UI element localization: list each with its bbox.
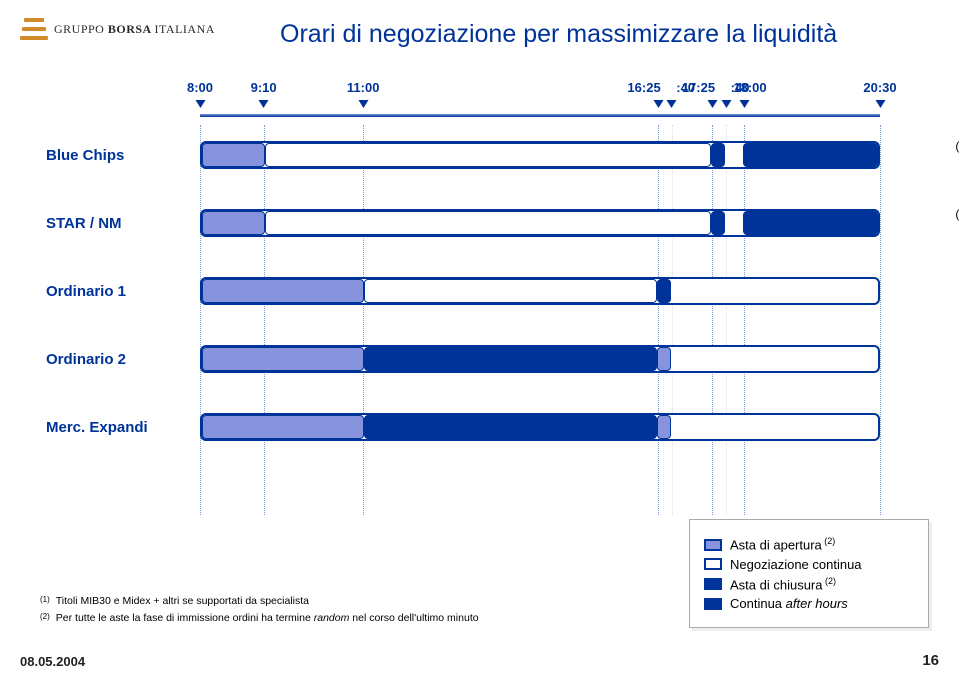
segment [364,347,657,371]
row-note: (1) [955,207,959,221]
legend-label: Negoziazione continua [730,557,862,572]
tick-label: 8:00 [187,80,213,95]
logo-text-2: BORSA [108,22,151,36]
tick-arrow-icon [358,100,368,108]
footnote-text: Titoli MIB30 e Midex + altri se supporta… [56,594,309,611]
row-label: Ordinario 1 [40,283,190,300]
tick-label: 11:00 [347,80,380,95]
chart-row: Ordinario 2 [40,339,920,379]
legend-label: Continua after hours [730,596,848,611]
tick-arrow-icon [667,100,677,108]
page-title: Orari di negoziazione per massimizzare l… [280,20,837,49]
chart-row: Blue Chips(1) [40,135,920,175]
segment [265,143,711,167]
tick-label: 18:00 [733,80,766,95]
tick-label: 9:10 [251,80,277,95]
axis-line [200,114,880,117]
row-track [200,209,880,237]
legend-swatch-icon [704,598,722,610]
segment [265,211,711,235]
legend-item: Continua after hours [704,596,914,611]
tick-label: 20:30 [863,80,896,95]
tick-label: 16:25 [627,80,660,95]
legend-swatch-icon [704,539,722,551]
legend: Asta di apertura (2) Negoziazione continu… [689,519,929,628]
rows: Blue Chips(1) STAR / NM(1) Ordinario 1 Ordi… [40,135,920,475]
tick-arrow-icon [739,100,749,108]
segment [364,279,657,303]
tick-arrow-icon [875,100,885,108]
tick-arrow-icon [259,100,269,108]
chart-row: Merc. Expandi [40,407,920,447]
footnote-number: (2) [40,611,50,628]
tick-arrow-icon [653,100,663,108]
segment [364,415,657,439]
row-track [200,413,880,441]
row-track [200,345,880,373]
footer-date: 08.05.2004 [20,654,85,669]
timeline-header: 8:009:1011:0016:25:4017:25:4018:0020:30 [200,80,880,125]
row-track [200,141,880,169]
segment [743,211,878,235]
row-label: STAR / NM [40,215,190,232]
footnote-text: Per tutte le aste la fase di immissione … [56,611,479,628]
row-label: Merc. Expandi [40,419,190,436]
footer-page: 16 [922,652,939,669]
logo-text-1: GRUPPO [54,22,104,36]
segment [657,279,671,303]
segment [202,211,265,235]
footnotes: (1) Titoli MIB30 e Midex + altri se suppo… [40,594,520,628]
row-track [200,277,880,305]
footnote-number: (1) [40,594,50,611]
segment [202,347,364,371]
legend-swatch-icon [704,578,722,590]
row-label: Ordinario 2 [40,351,190,368]
segment [711,211,725,235]
logo-mark [20,18,48,40]
tick-arrow-icon [707,100,717,108]
segment [657,347,671,371]
segment [743,143,878,167]
legend-item: Asta di chiusura (2) [704,576,914,592]
chart-row: STAR / NM(1) [40,203,920,243]
tick-label: 17:25 [682,80,715,95]
legend-item: Negoziazione continua [704,557,914,572]
segment [202,143,265,167]
segment [202,279,364,303]
legend-label: Asta di chiusura (2) [730,576,836,592]
logo: GRUPPO BORSA ITALIANA [20,18,215,40]
legend-label: Asta di apertura (2) [730,536,835,552]
row-note: (1) [955,139,959,153]
tick-arrow-icon [721,100,731,108]
row-label: Blue Chips [40,147,190,164]
segment [202,415,364,439]
logo-text: GRUPPO BORSA ITALIANA [54,22,215,37]
footnote: (2) Per tutte le aste la fase di immissio… [40,611,520,628]
tick-arrow-icon [195,100,205,108]
footnote: (1) Titoli MIB30 e Midex + altri se suppo… [40,594,520,611]
chart-row: Ordinario 1 [40,271,920,311]
segment [657,415,671,439]
legend-swatch-icon [704,558,722,570]
legend-item: Asta di apertura (2) [704,536,914,552]
logo-text-3: ITALIANA [155,22,215,36]
segment [711,143,725,167]
timeline-chart: 8:009:1011:0016:25:4017:25:4018:0020:30 … [40,80,920,530]
